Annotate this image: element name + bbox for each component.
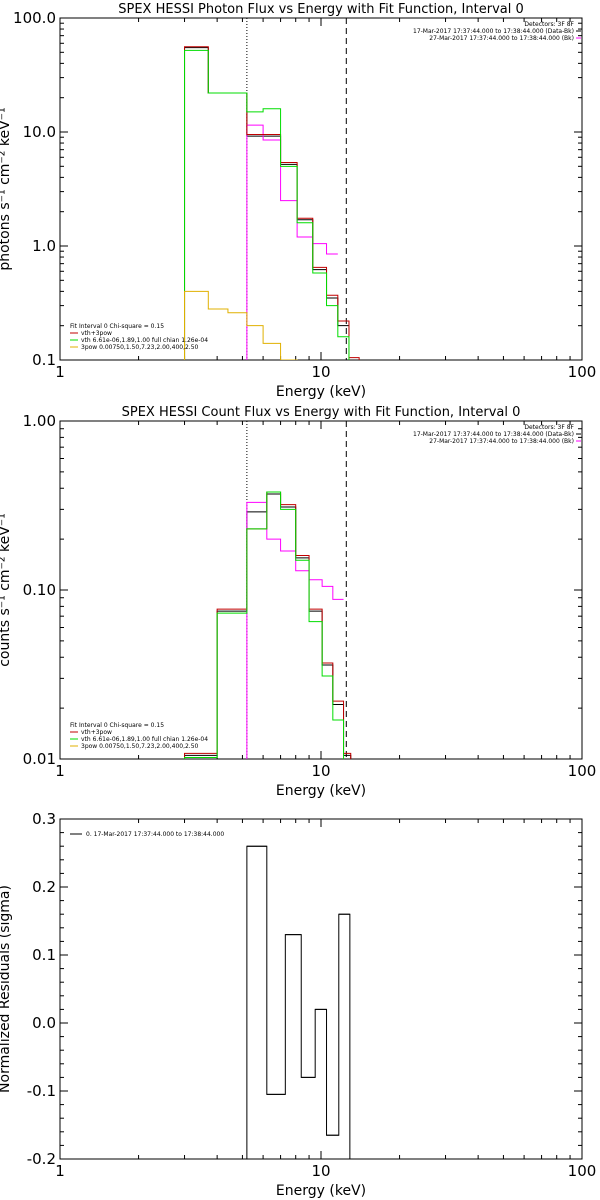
x-axis-label: Energy (keV) [276, 384, 366, 400]
plot-area [184, 18, 360, 360]
spectrum-series-3 [184, 491, 352, 759]
fit-legend-entry-0: vth+3pow [81, 330, 112, 337]
header-line-2: 27-Mar-2017 17:37:44.000 to 17:38:44.000… [429, 35, 574, 42]
y-tick-label: 1.0 [32, 237, 56, 255]
x-tick-label: 100 [568, 762, 597, 780]
x-tick-label: 100 [568, 1162, 597, 1180]
fit-legend-entry-1: vth 6.61e-06,1.89,1.00 full chian 1.26e-… [81, 736, 208, 743]
y-tick-label: -0.2 [27, 1150, 56, 1168]
y-tick-label: 0.10 [23, 581, 56, 599]
x-tick-label: 10 [311, 1162, 330, 1180]
residual-legend-label: 0. 17-Mar-2017 17:37:44.000 to 17:38:44.… [86, 831, 224, 838]
plot-area [184, 421, 352, 759]
panel-2: 1 10 100 Energy (keV) -0.2 -0.1 0.0 0.1 0.2 0.3 No… [0, 810, 596, 1199]
panel-0: SPEX HESSI Photon Flux vs Energy with Fi… [0, 2, 596, 400]
x-tick-label: 1 [55, 762, 65, 780]
plot-frame [59, 420, 583, 760]
y-tick-label: 10.0 [23, 123, 56, 141]
header-line-0: Detectors: 3F 8F [524, 424, 574, 431]
y-tick-label: 100.0 [13, 9, 56, 27]
y-tick-label: 0.01 [23, 750, 56, 768]
fit-legend-title: Fit Interval 0 Chi-square = 0.15 [70, 722, 164, 729]
x-axis-label: Energy (keV) [276, 1183, 366, 1199]
y-tick-label: 0.1 [32, 946, 56, 964]
y-tick-label: 0.0 [32, 1014, 56, 1032]
y-axis-label: photons s⁻¹ cm⁻² keV⁻¹ [0, 107, 13, 270]
plot-frame [59, 17, 583, 361]
panel-1: SPEX HESSI Count Flux vs Energy with Fit… [0, 405, 596, 799]
residual-series [246, 845, 351, 1159]
x-tick-label: 10 [311, 363, 330, 381]
x-tick-label: 100 [568, 363, 597, 381]
plot-area [246, 845, 351, 1159]
y-tick-label: -0.1 [27, 1082, 56, 1100]
spectrum-series-0 [184, 493, 352, 759]
chart-title: SPEX HESSI Count Flux vs Energy with Fit… [122, 405, 521, 420]
y-tick-label: 0.3 [32, 810, 56, 828]
y-axis-label: Normalized Residuals (sigma) [0, 885, 13, 1093]
x-tick-label: 1 [55, 363, 65, 381]
x-tick-label: 1 [55, 1162, 65, 1180]
y-tick-label: 0.2 [32, 878, 56, 896]
spectrum-series-0 [184, 47, 360, 360]
spectrum-series-3 [184, 49, 360, 360]
spectrum-series-1 [246, 124, 338, 360]
fit-legend-title: Fit Interval 0 Chi-square = 0.15 [70, 323, 164, 330]
fit-legend-entry-2: 3pow 0.00750,1.50,7.23,2.00,400,2.50 [81, 743, 199, 750]
header-line-1: 17-Mar-2017 17:37:44.000 to 17:38:44.000… [413, 431, 574, 438]
plot-frame [59, 818, 583, 1160]
header-line-1: 17-Mar-2017 17:37:44.000 to 17:38:44.000… [413, 28, 574, 35]
x-axis-label: Energy (keV) [276, 783, 366, 799]
fit-legend-entry-0: vth+3pow [81, 729, 112, 736]
fit-legend-entry-1: vth 6.61e-06,1.89,1.00 full chian 1.26e-… [81, 337, 208, 344]
spectrum-series-4 [184, 290, 360, 360]
header-line-0: Detectors: 3F 8F [524, 21, 574, 28]
spectrum-series-2 [184, 46, 360, 360]
fit-legend-entry-2: 3pow 0.00750,1.50,7.23,2.00,400,2.50 [81, 344, 199, 351]
y-tick-label: 1.00 [23, 412, 56, 430]
chart-title: SPEX HESSI Photon Flux vs Energy with Fi… [118, 2, 524, 17]
y-tick-label: 0.1 [32, 351, 56, 369]
spectrum-series-2 [184, 491, 352, 759]
y-axis-label: counts s⁻¹ cm⁻² keV⁻¹ [0, 513, 13, 667]
header-line-2: 27-Mar-2017 17:37:44.000 to 17:38:44.000… [429, 438, 574, 445]
x-tick-label: 10 [311, 762, 330, 780]
